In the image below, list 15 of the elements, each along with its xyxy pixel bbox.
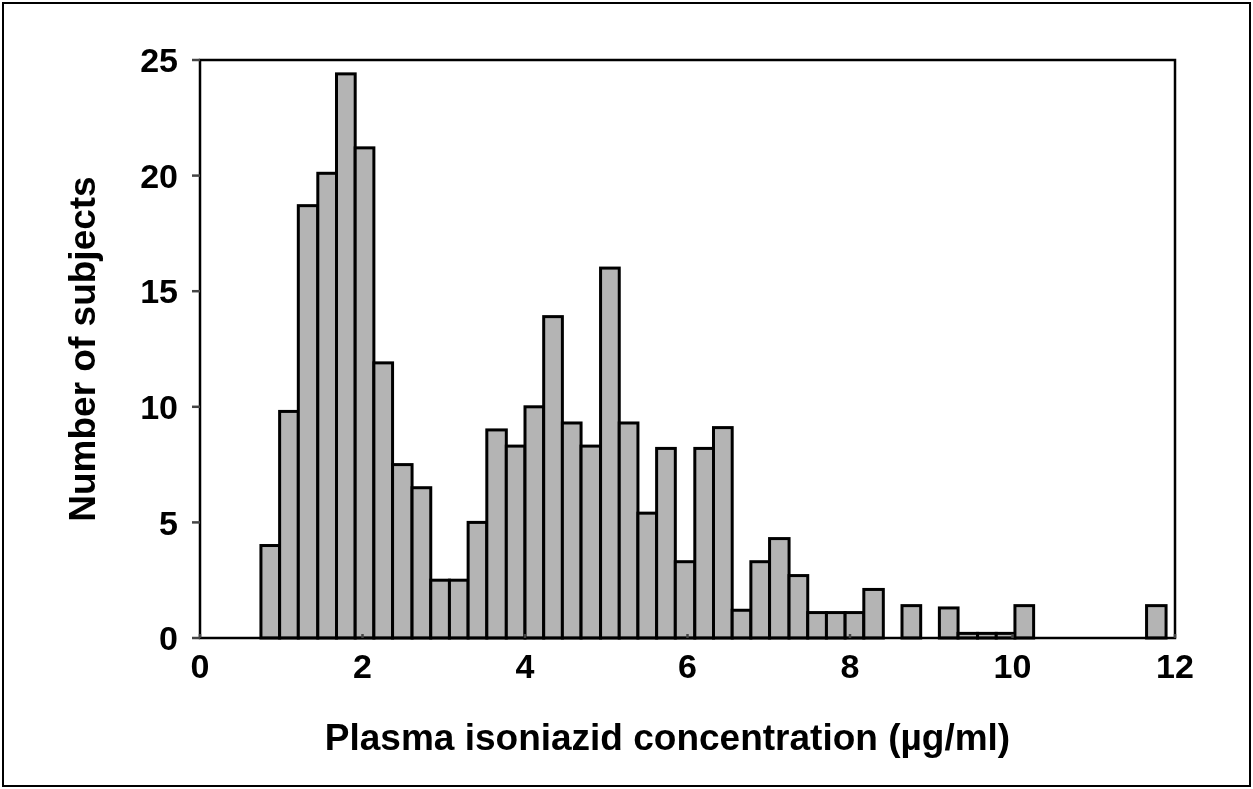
x-tick-label: 2 — [353, 647, 372, 685]
y-tick-label: 0 — [159, 619, 178, 658]
x-tick-label: 10 — [993, 647, 1032, 685]
y-tick-label: 20 — [140, 156, 178, 195]
y-tick-label: 5 — [159, 503, 178, 542]
y-tick-label: 15 — [140, 272, 178, 311]
x-tick-label: 12 — [1156, 647, 1194, 685]
x-tick-label: 4 — [515, 647, 535, 685]
x-tick-label: 0 — [190, 647, 210, 685]
x-tick-label: 8 — [840, 647, 860, 685]
y-axis-title: Number of subjects — [62, 176, 103, 522]
y-tick-label: 10 — [140, 388, 178, 427]
x-tick-label: 6 — [678, 647, 697, 685]
x-axis-title: Plasma isoniazid concentration (µg/ml) — [324, 717, 1011, 758]
y-tick-label: 25 — [140, 41, 178, 80]
